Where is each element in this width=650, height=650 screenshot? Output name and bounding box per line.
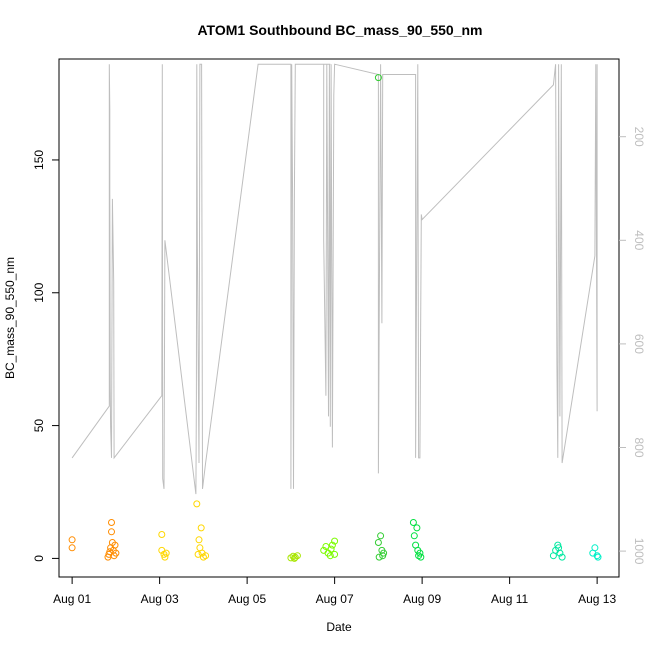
x-axis-title: Date — [326, 620, 352, 634]
data-point — [202, 552, 210, 560]
data-point — [555, 544, 563, 552]
scatter-series-8 — [589, 544, 602, 561]
right-y-tick-label: 800 — [632, 437, 646, 457]
data-point — [194, 550, 202, 558]
scatter-series-4 — [320, 537, 339, 560]
scatter-layer — [68, 74, 602, 562]
axes: Aug 01 Aug 03 Aug 05 Aug 07 Aug 09 Aug 11 Aug … — [32, 127, 646, 606]
data-point — [409, 519, 417, 526]
scatter-series-3 — [287, 552, 301, 562]
x-tick-label: Aug 05 — [228, 592, 266, 606]
data-point — [416, 549, 424, 557]
data-point — [375, 553, 383, 561]
data-point — [197, 524, 205, 532]
data-point — [68, 536, 76, 544]
data-point — [290, 554, 298, 562]
data-point — [377, 532, 385, 540]
data-point — [161, 553, 169, 561]
y-tick-label: 100 — [32, 282, 46, 302]
data-point — [558, 553, 566, 561]
data-point — [193, 500, 201, 508]
y-tick-label: 0 — [32, 555, 46, 562]
data-point — [68, 544, 76, 552]
data-point — [331, 550, 339, 558]
data-point — [328, 541, 336, 549]
altitude-series — [71, 63, 598, 495]
x-tick-label: Aug 09 — [403, 592, 441, 606]
altitude-line — [71, 63, 598, 495]
right-y-tick-label: 200 — [632, 127, 646, 147]
x-tick-label: Aug 13 — [578, 592, 616, 606]
data-point — [331, 537, 339, 545]
scatter-series-1 — [68, 519, 120, 561]
data-point — [374, 74, 382, 82]
data-point — [410, 532, 418, 540]
data-point — [380, 549, 388, 557]
data-point — [327, 545, 335, 553]
data-point — [591, 544, 599, 552]
data-point — [593, 552, 601, 560]
data-point — [111, 541, 119, 549]
chart-title: ATOM1 Southbound BC_mass_90_550_nm — [197, 22, 482, 38]
x-tick-label: Aug 11 — [491, 592, 528, 606]
x-tick-label: Aug 03 — [141, 592, 179, 606]
data-point — [326, 552, 334, 560]
data-point — [112, 549, 120, 557]
y-tick-label: 150 — [32, 150, 46, 170]
scatter-series-5 — [374, 74, 388, 561]
right-y-tick-label: 600 — [632, 334, 646, 354]
data-point — [594, 553, 602, 561]
y-axis-title: BC_mass_90_550_nm — [3, 257, 17, 379]
plot-frame — [58, 58, 620, 578]
data-point — [413, 524, 421, 532]
data-point — [291, 553, 299, 561]
data-point — [158, 531, 166, 538]
data-point — [417, 553, 425, 561]
scatter-series-7 — [549, 541, 566, 561]
data-point — [162, 549, 170, 557]
x-tick-label: Aug 01 — [53, 592, 91, 606]
data-point — [195, 536, 203, 544]
y-tick-label: 50 — [32, 419, 46, 433]
right-y-tick-label: 1000 — [632, 538, 646, 565]
data-point — [108, 519, 115, 526]
x-tick-label: Aug 07 — [316, 592, 354, 606]
data-point — [374, 539, 382, 546]
data-point — [108, 528, 115, 536]
right-y-tick-label: 400 — [632, 230, 646, 250]
data-point — [287, 554, 295, 562]
scatter-series-6 — [409, 519, 425, 561]
scatter-series-2 — [158, 500, 210, 561]
